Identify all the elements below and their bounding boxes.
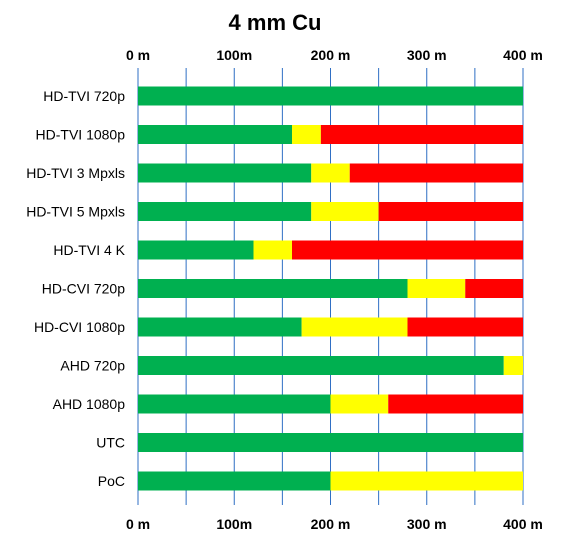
bar-segment xyxy=(138,433,523,452)
x-tick-label-top: 400 m xyxy=(503,47,543,63)
bar-segment xyxy=(311,202,379,221)
category-label: HD-TVI 4 K xyxy=(53,242,125,258)
bar-segment xyxy=(388,394,523,414)
category-label: HD-CVI 720p xyxy=(42,281,125,297)
x-tick-label-bottom: 400 m xyxy=(503,516,543,532)
bar-segment xyxy=(503,356,523,375)
category-label: HD-TVI 1080p xyxy=(36,127,126,143)
bar-segment xyxy=(138,125,292,144)
x-tick-label-bottom: 100m xyxy=(216,516,252,532)
category-label: AHD 1080p xyxy=(53,396,126,412)
bar-segment xyxy=(138,240,254,260)
x-tick-label-bottom: 200 m xyxy=(311,516,351,532)
bar-segment xyxy=(292,125,321,144)
bar-segment xyxy=(349,163,523,183)
bar-segment xyxy=(138,317,302,337)
category-labels: HD-TVI 720p HD-TVI 1080p HD-TVI 3 Mpxls HD-… xyxy=(26,88,125,489)
x-tick-label-top: 0 m xyxy=(126,47,150,63)
bar-segment xyxy=(311,163,350,183)
bar-segment xyxy=(138,356,504,375)
bar-segment xyxy=(138,394,331,414)
bar-segment xyxy=(138,471,331,491)
bar-segment xyxy=(138,86,523,106)
x-tick-label-bottom: 300 m xyxy=(407,516,447,532)
category-label: HD-TVI 720p xyxy=(43,88,125,104)
x-tick-label-top: 100m xyxy=(216,47,252,63)
bar-segment xyxy=(138,163,312,183)
bar-segment xyxy=(465,279,523,298)
x-tick-label-top: 300 m xyxy=(407,47,447,63)
category-label: HD-CVI 1080p xyxy=(34,319,125,335)
x-tick-label-top: 200 m xyxy=(311,47,351,63)
category-label: HD-TVI 5 Mpxls xyxy=(26,204,125,220)
x-tick-label-bottom: 0 m xyxy=(126,516,150,532)
category-label: PoC xyxy=(98,473,125,489)
bar-segment xyxy=(407,279,466,298)
chart-title: 4 mm Cu xyxy=(229,10,322,35)
x-axis-ticks-top: 0 m 100m 200 m 300 m 400 m xyxy=(126,47,543,63)
bars xyxy=(138,86,523,491)
bar-segment xyxy=(320,125,523,144)
bar-segment xyxy=(407,317,523,337)
category-label: UTC xyxy=(96,435,125,451)
bar-segment xyxy=(138,279,408,298)
bar-segment xyxy=(330,394,389,414)
bar-segment xyxy=(253,240,292,260)
bar-segment xyxy=(138,202,312,221)
category-label: AHD 720p xyxy=(60,358,125,374)
bar-segment xyxy=(292,240,523,260)
category-label: HD-TVI 3 Mpxls xyxy=(26,165,125,181)
bar-segment xyxy=(378,202,523,221)
bar-segment xyxy=(301,317,408,337)
bar-segment xyxy=(330,471,523,491)
x-axis-ticks-bottom: 0 m 100m 200 m 300 m 400 m xyxy=(126,516,543,532)
